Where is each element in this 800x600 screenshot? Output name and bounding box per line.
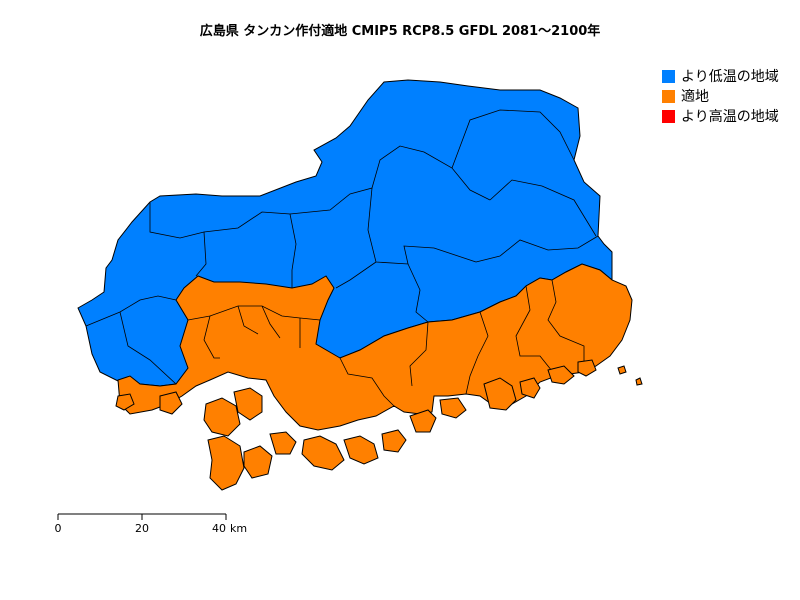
legend-label: より低温の地域 [681, 69, 779, 85]
scale-bar-label-40: 40 [212, 522, 226, 535]
legend-label: より高温の地域 [681, 109, 779, 125]
map-title: 広島県 タンカン作付適地 CMIP5 RCP8.5 GFDL 2081〜2100… [199, 24, 601, 39]
scale-bar-label-0: 0 [55, 522, 62, 535]
legend-swatch [662, 89, 675, 103]
legend-item-warmer: より高温の地域 [662, 106, 779, 126]
legend-swatch [662, 69, 675, 83]
scale-bar-label-20: 20 [135, 522, 149, 535]
legend-item-suitable: 適地 [662, 86, 779, 106]
legend: より低温の地域 適地 より高温の地域 [662, 66, 779, 126]
legend-item-cooler: より低温の地域 [662, 66, 779, 86]
islands [115, 359, 643, 491]
legend-label: 適地 [681, 89, 709, 105]
legend-swatch [662, 109, 675, 123]
scale-bar-unit: km [230, 522, 247, 535]
municipal-boundaries [85, 109, 599, 407]
scale-bar: 0 20 40 km [55, 513, 247, 535]
